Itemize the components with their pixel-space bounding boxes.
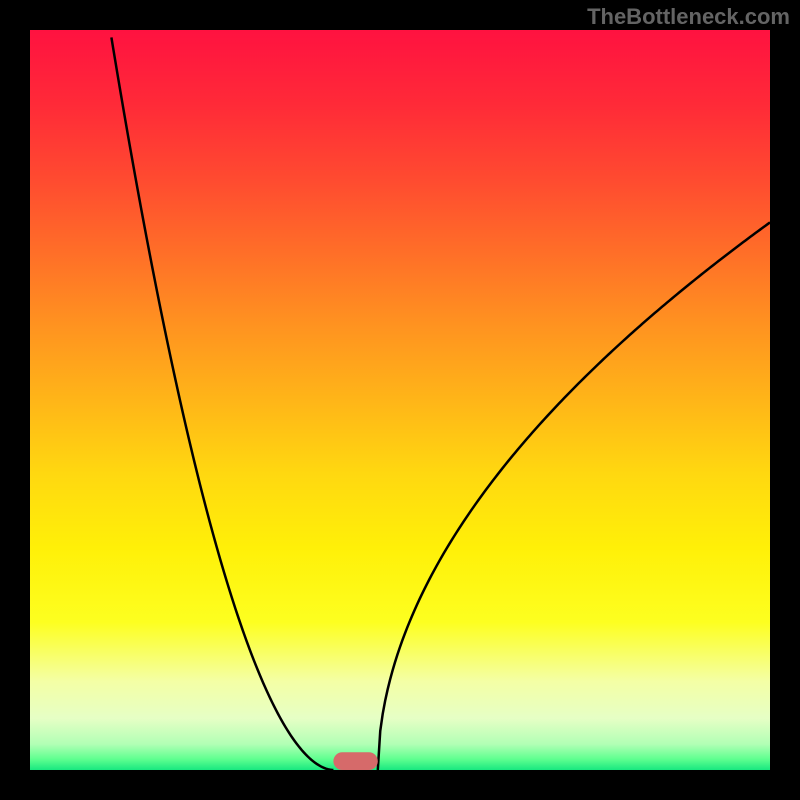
bottleneck-chart: [30, 30, 770, 770]
bottleneck-marker: [333, 752, 377, 770]
watermark-text: TheBottleneck.com: [587, 4, 790, 30]
chart-background: [30, 30, 770, 770]
chart-frame: TheBottleneck.com: [0, 0, 800, 800]
